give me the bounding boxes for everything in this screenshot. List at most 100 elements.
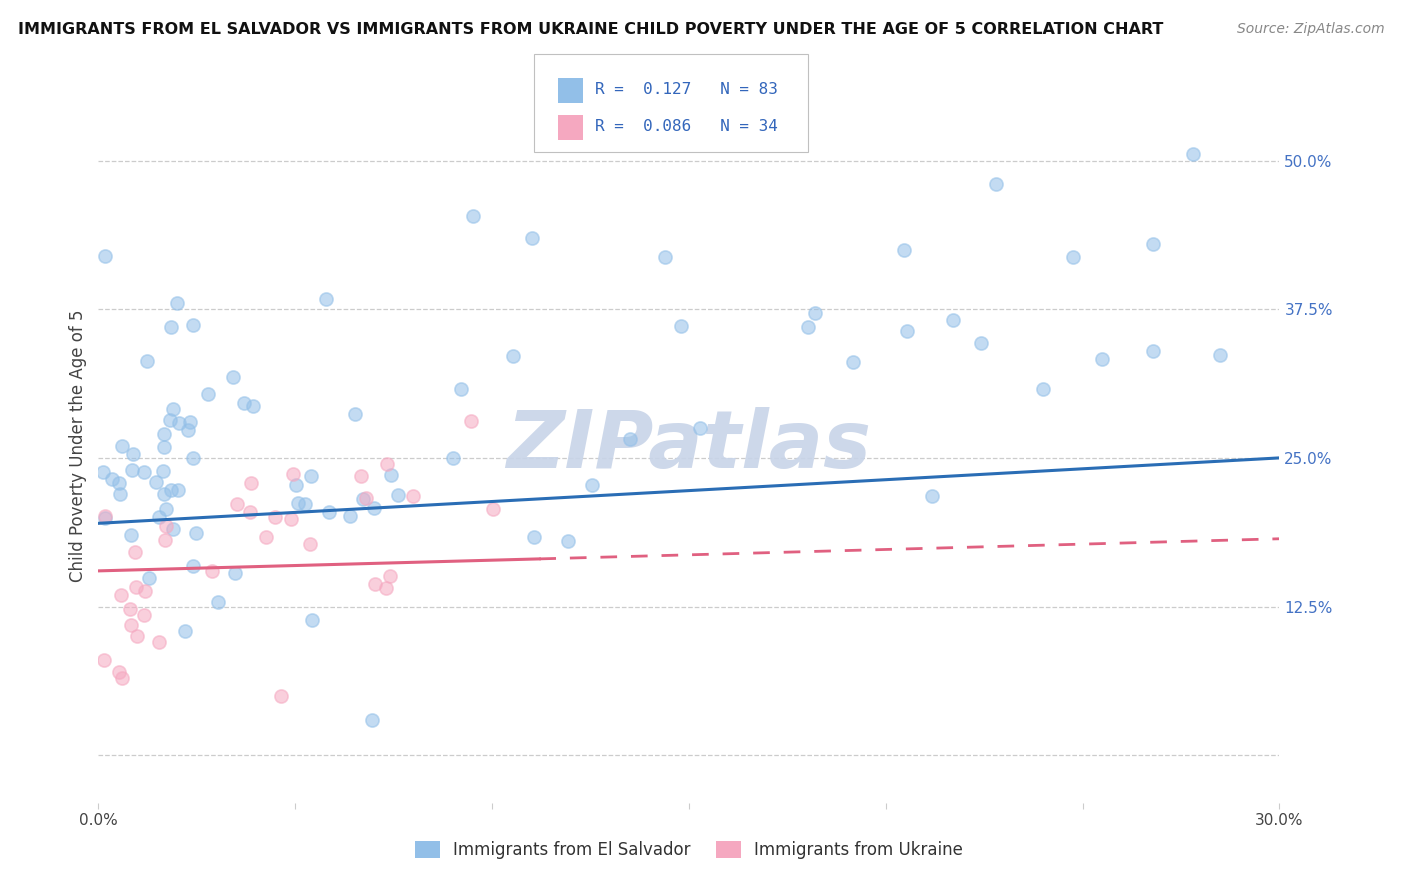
- Point: [378, 569, 401, 583]
- Point: [361, 713, 384, 727]
- Point: [120, 527, 142, 541]
- Point: [294, 497, 316, 511]
- Point: [177, 423, 200, 437]
- Point: [94, 249, 117, 263]
- Point: [315, 292, 337, 306]
- Point: [984, 178, 1007, 192]
- Point: [153, 441, 176, 455]
- Point: [148, 510, 170, 524]
- Point: [387, 487, 409, 501]
- Point: [619, 432, 641, 446]
- Point: [654, 250, 676, 264]
- Legend: Immigrants from El Salvador, Immigrants from Ukraine: Immigrants from El Salvador, Immigrants …: [408, 834, 970, 866]
- Point: [842, 354, 865, 368]
- Point: [285, 478, 308, 492]
- Point: [970, 336, 993, 351]
- Point: [1181, 146, 1204, 161]
- Text: IMMIGRANTS FROM EL SALVADOR VS IMMIGRANTS FROM UKRAINE CHILD POVERTY UNDER THE A: IMMIGRANTS FROM EL SALVADOR VS IMMIGRANT…: [18, 22, 1164, 37]
- Point: [375, 457, 398, 471]
- Point: [181, 559, 204, 574]
- Point: [162, 401, 184, 416]
- Point: [896, 324, 918, 338]
- Point: [689, 421, 711, 435]
- Point: [160, 320, 183, 334]
- Point: [167, 416, 190, 430]
- Point: [921, 490, 943, 504]
- Point: [153, 427, 176, 442]
- Point: [441, 450, 464, 465]
- Point: [152, 464, 174, 478]
- Point: [110, 588, 132, 602]
- Point: [108, 665, 131, 679]
- Point: [166, 296, 188, 310]
- Point: [339, 509, 361, 524]
- Point: [1062, 250, 1084, 264]
- Point: [804, 306, 827, 320]
- Point: [201, 565, 224, 579]
- Point: [173, 624, 195, 639]
- Point: [222, 370, 245, 384]
- Point: [242, 400, 264, 414]
- Point: [270, 689, 292, 703]
- Point: [363, 500, 385, 515]
- Text: R =  0.127   N = 83: R = 0.127 N = 83: [595, 82, 778, 96]
- Point: [125, 629, 148, 643]
- Point: [352, 491, 374, 506]
- Text: Source: ZipAtlas.com: Source: ZipAtlas.com: [1237, 22, 1385, 37]
- Point: [224, 566, 246, 580]
- Point: [121, 463, 143, 477]
- Point: [460, 414, 482, 428]
- Point: [797, 320, 820, 334]
- Point: [557, 533, 579, 548]
- Point: [148, 635, 170, 649]
- Point: [197, 387, 219, 401]
- Point: [153, 533, 176, 547]
- Point: [299, 469, 322, 483]
- Point: [669, 319, 692, 334]
- Point: [461, 210, 484, 224]
- Point: [138, 571, 160, 585]
- Point: [1032, 382, 1054, 396]
- Point: [1209, 348, 1232, 362]
- Point: [101, 472, 124, 486]
- Point: [233, 396, 256, 410]
- Point: [893, 243, 915, 257]
- Point: [124, 544, 146, 558]
- Point: [179, 415, 201, 429]
- Point: [1091, 351, 1114, 366]
- Text: ZIPatlas: ZIPatlas: [506, 407, 872, 485]
- Point: [402, 489, 425, 503]
- Point: [287, 496, 309, 510]
- Point: [132, 608, 155, 623]
- Point: [162, 522, 184, 536]
- Point: [363, 577, 385, 591]
- Point: [581, 478, 603, 492]
- Point: [132, 465, 155, 479]
- Point: [318, 505, 340, 519]
- Point: [111, 439, 134, 453]
- Point: [301, 613, 323, 627]
- Point: [481, 501, 503, 516]
- Point: [167, 483, 190, 497]
- Point: [107, 476, 129, 491]
- Point: [240, 475, 263, 490]
- Point: [1142, 236, 1164, 251]
- Point: [122, 447, 145, 461]
- Point: [450, 382, 472, 396]
- Point: [298, 537, 321, 551]
- Point: [343, 407, 366, 421]
- Text: R =  0.086   N = 34: R = 0.086 N = 34: [595, 120, 778, 134]
- Point: [281, 467, 304, 482]
- Point: [254, 530, 277, 544]
- Point: [502, 350, 524, 364]
- Point: [120, 618, 142, 632]
- Point: [522, 230, 544, 244]
- Point: [183, 450, 205, 465]
- Point: [93, 511, 115, 525]
- Point: [125, 580, 148, 594]
- Point: [186, 525, 208, 540]
- Point: [159, 413, 181, 427]
- Point: [155, 502, 177, 516]
- Point: [523, 530, 546, 544]
- Point: [120, 601, 142, 615]
